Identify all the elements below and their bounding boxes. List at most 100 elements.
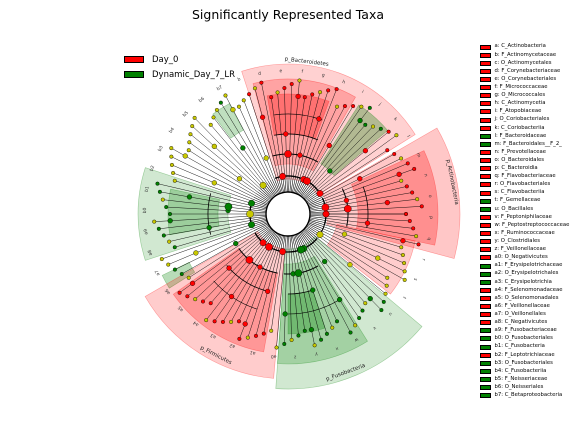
tree-leaf-node [381, 299, 386, 304]
tree-edge [303, 248, 338, 322]
tree-edge [189, 142, 258, 192]
tree-leaf-node [342, 104, 347, 109]
tree-edge [317, 131, 389, 191]
sector-letter-label: m [415, 152, 421, 158]
tree-edge [174, 180, 252, 204]
tree-edge [303, 229, 315, 242]
taxa-legend-label: w: F_Peptostreptococcaceae [494, 221, 570, 228]
tree-edge [181, 232, 256, 275]
sector-letter-label: u [387, 311, 393, 317]
tree-node [357, 176, 363, 182]
taxa-legend-entry: a2: O_Erysipelotrichales [480, 270, 569, 278]
tree-edge [325, 192, 413, 208]
tree-node [248, 221, 255, 229]
taxa-legend-swatch [480, 320, 491, 326]
tree-leaf-node [383, 291, 388, 296]
tree-edge [270, 180, 278, 195]
sector-letter-label: b4 [168, 126, 176, 134]
tree-node [236, 176, 243, 182]
tree-edge [161, 226, 253, 260]
tree-edge [299, 232, 308, 247]
tree-edge [325, 215, 410, 222]
tree-node [400, 238, 406, 244]
tree-edge [257, 226, 271, 237]
sector-letter-label: r [420, 258, 426, 262]
tree-clade-node [343, 204, 352, 213]
tree-leaf-node [394, 133, 399, 138]
taxa-legend-label: s: C_Flavobacteriia [494, 189, 545, 196]
tree-edge [294, 177, 301, 194]
tree-edge [324, 180, 402, 204]
legend-entry-day7: Dynamic_Day_7_LR [124, 67, 235, 82]
taxa-legend-swatch [480, 117, 491, 123]
taxa-legend-entry: o: O_Bacteroidales [480, 157, 569, 165]
tree-edge [250, 209, 267, 212]
taxa-legend-swatch [480, 141, 491, 147]
taxa-legend-swatch [480, 85, 491, 91]
tree-edge [309, 217, 326, 221]
tree-leaf-node [399, 245, 404, 250]
tree-leaf-node [208, 301, 213, 306]
tree-edge [293, 235, 298, 251]
tree-edge [295, 94, 313, 177]
tree-leaf-node [386, 129, 391, 134]
tree-edge [188, 150, 257, 194]
taxa-legend-entry: z: F_Veillonellaceae [480, 246, 569, 254]
tree-node [396, 171, 402, 177]
sector-letter-label: g [321, 73, 325, 79]
tree-edge [248, 94, 277, 178]
clade-fusobacteria-inner-shade [277, 255, 368, 365]
taxa-legend-label: k: C_Coriobacteriia [494, 124, 545, 131]
tree-leaf-node [411, 226, 416, 231]
tree-leaf-node [416, 242, 421, 247]
tree-node [279, 172, 286, 180]
taxa-legend-swatch [480, 222, 491, 228]
tree-edge [166, 206, 251, 213]
tree-edge [171, 156, 254, 198]
taxa-legend-swatch [480, 287, 491, 293]
phylum-label: p_Bacteroidetes [284, 56, 329, 67]
clade-erysipelotrichia-shade [161, 261, 196, 289]
tree-edge [254, 88, 279, 178]
tree-leaf-node [399, 178, 404, 183]
sector-letter-label: h [341, 79, 346, 86]
taxa-legend-label: a3: C_Erysipelotrichia [494, 278, 552, 285]
tree-node [279, 248, 286, 256]
tree-leaf-node [282, 86, 287, 91]
taxa-legend-label: a1: F_Erysipelotrichaceae [494, 262, 563, 269]
tree-leaf-node [185, 294, 190, 299]
sector-letter-label: b6 [198, 96, 206, 104]
tree-leaf-node [404, 211, 409, 216]
tree-node [316, 190, 324, 197]
taxa-legend-swatch [480, 336, 491, 342]
taxa-legend-swatch [480, 198, 491, 204]
tree-edge [303, 106, 338, 180]
tree-leaf-node [179, 271, 184, 276]
taxa-legend-entry: u: O_Bacillales [480, 205, 569, 213]
taxa-legend-entry: b5: F_Neisseriaceae [480, 375, 569, 383]
taxa-legend-swatch [480, 158, 491, 164]
taxa-legend-label: a4: F_Selenomonadaceae [494, 286, 563, 293]
sector-letter-label: q [426, 237, 431, 241]
taxa-legend-swatch [480, 60, 491, 66]
tree-edge [320, 153, 395, 196]
tree-edge [319, 150, 388, 194]
tree-node [182, 153, 188, 159]
legend-label-day0: Day_0 [152, 54, 179, 65]
tree-leaf-node [157, 189, 162, 194]
tree-node [282, 311, 288, 317]
taxa-legend-label: g: O_Micrococcales [494, 92, 546, 99]
tree-leaf-node [407, 218, 412, 223]
tree-edge [304, 189, 318, 201]
tree-edge [277, 92, 285, 177]
tree-edge [311, 243, 363, 311]
taxa-legend-label: t: F_Gemellaceae [494, 197, 541, 204]
tree-edge [301, 89, 337, 179]
tree-clade-node [297, 245, 305, 254]
taxa-legend-swatch [480, 393, 491, 399]
tree-edge [243, 100, 275, 179]
taxa-legend-swatch [480, 109, 491, 115]
tree-node [242, 321, 248, 327]
tree-leaf-node [363, 122, 368, 127]
sector-letter-label: s [412, 277, 418, 282]
